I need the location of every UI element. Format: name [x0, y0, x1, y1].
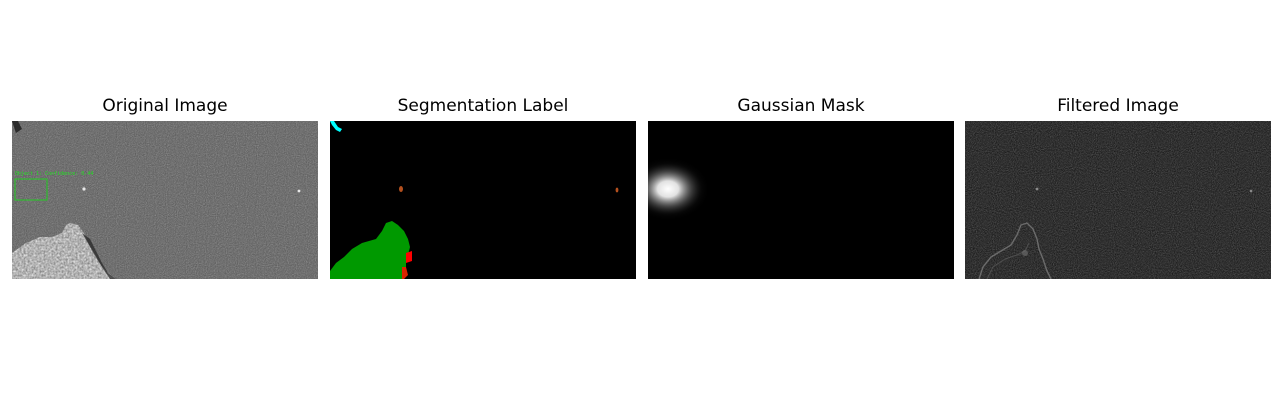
filtered-canvas	[965, 121, 1271, 279]
panel-segmentation-label: Segmentation Label	[330, 95, 636, 279]
detection-label: Object 1: Confidence: 0.44	[15, 171, 94, 177]
panel-filtered-image: Filtered Image	[965, 95, 1271, 279]
panel-title-filtered: Filtered Image	[1057, 96, 1179, 116]
panel-title-original: Original Image	[102, 96, 228, 116]
seg-target-brown	[399, 186, 403, 192]
gaussian-heatmap	[648, 121, 954, 279]
filtered-land-edge	[978, 222, 1052, 279]
gaussian-canvas	[648, 121, 954, 279]
bright-target	[82, 187, 86, 191]
seg-cyan-region	[330, 121, 342, 132]
panel-original-image: Original Image	[12, 95, 318, 279]
filtered-sar-image	[965, 121, 1271, 279]
filtered-target	[1249, 189, 1253, 193]
panel-title-gaussian: Gaussian Mask	[737, 96, 865, 116]
seg-land-green	[330, 221, 410, 279]
seg-red-region	[406, 251, 412, 263]
gaussian-blob	[648, 157, 710, 221]
original-image-canvas: Object 1: Confidence: 0.44	[12, 121, 318, 279]
sar-ocean-image	[12, 121, 318, 279]
seg-red-region	[402, 267, 408, 279]
filtered-target	[1035, 187, 1039, 191]
segmentation-map	[330, 121, 636, 279]
panel-gaussian-mask: Gaussian Mask	[648, 95, 954, 279]
panel-title-segmentation: Segmentation Label	[397, 96, 569, 116]
seg-target-brown	[615, 187, 619, 193]
bright-target	[297, 189, 301, 193]
detection-box	[14, 178, 48, 201]
segmentation-canvas	[330, 121, 636, 279]
